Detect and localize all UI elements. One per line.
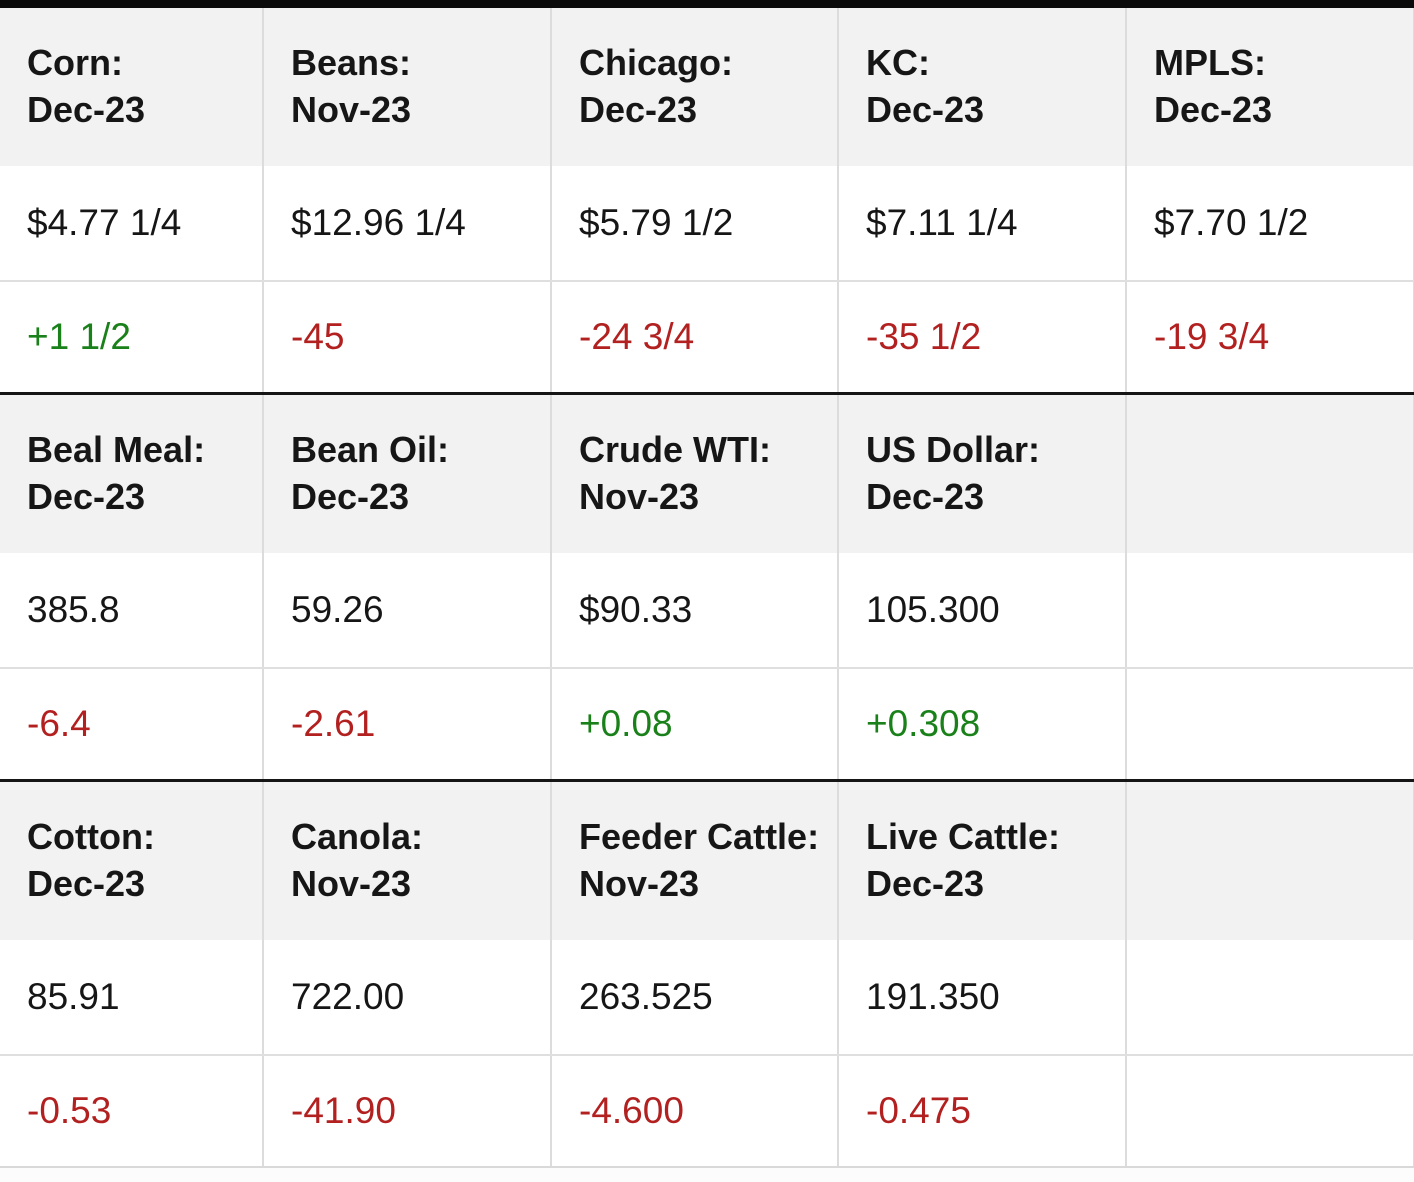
contract-month: Dec-23 [866,89,985,130]
contract-month: Nov-23 [291,89,412,130]
contract-name: MPLS: [1154,42,1266,84]
change-cell: +1 1/2 [0,281,264,394]
contract-month: Nov-23 [579,863,700,904]
contract-month: Dec-23 [27,476,146,517]
change-cell: +0.308 [838,668,1127,781]
contract-month: Dec-23 [579,89,698,130]
contract-name: Live Cattle: [866,816,1061,858]
change-cell: -45 [263,281,552,394]
price-cell [1126,553,1414,669]
contract-month: Dec-23 [27,89,146,130]
change-row: +1 1/2 -45 -24 3/4 -35 1/2 -19 3/4 [0,281,1414,394]
futures-table: Corn: Dec-23 Beans: Nov-23 Chicago: Dec-… [0,8,1414,1168]
contract-name: Crude WTI: [579,429,771,471]
top-divider [0,0,1414,8]
change-row: -0.53 -41.90 -4.600 -0.475 [0,1055,1414,1168]
contract-name: Feeder Cattle: [579,816,820,858]
contract-name: Bean Oil: [291,429,450,471]
contract-header-cell: Canola: Nov-23 [263,779,552,940]
change-cell: -0.475 [838,1055,1127,1168]
contract-month: Dec-23 [27,863,146,904]
price-row: 385.8 59.26 $90.33 105.300 [0,553,1414,669]
header-row: Cotton: Dec-23 Canola: Nov-23 Feeder Cat… [0,779,1414,940]
price-cell: $7.11 1/4 [838,166,1127,282]
contract-header-cell: Beans: Nov-23 [263,8,552,166]
price-cell: 105.300 [838,553,1127,669]
contract-header-cell: Chicago: Dec-23 [551,8,839,166]
change-cell: -6.4 [0,668,264,781]
contract-name: Chicago: [579,42,734,84]
price-cell: 59.26 [263,553,552,669]
change-cell: +0.08 [551,668,839,781]
price-row: $4.77 1/4 $12.96 1/4 $5.79 1/2 $7.11 1/4… [0,166,1414,282]
contract-header-cell: US Dollar: Dec-23 [838,392,1127,553]
contract-name: Canola: [291,816,424,858]
contract-header-cell [1126,392,1414,553]
price-cell: $5.79 1/2 [551,166,839,282]
contract-header-cell: Corn: Dec-23 [0,8,264,166]
contract-name: KC: [866,42,930,84]
change-cell [1126,1055,1414,1168]
change-cell: -35 1/2 [838,281,1127,394]
price-cell: 85.91 [0,940,264,1056]
contract-name: Beal Meal: [27,429,206,471]
contract-header-cell: Feeder Cattle: Nov-23 [551,779,839,940]
change-row: -6.4 -2.61 +0.08 +0.308 [0,668,1414,781]
change-cell: -19 3/4 [1126,281,1414,394]
price-cell [1126,940,1414,1056]
contract-header-cell [1126,779,1414,940]
contract-month: Nov-23 [579,476,700,517]
change-cell: -4.600 [551,1055,839,1168]
price-row: 85.91 722.00 263.525 191.350 [0,940,1414,1056]
contract-header-cell: Live Cattle: Dec-23 [838,779,1127,940]
price-cell: 191.350 [838,940,1127,1056]
contract-month: Dec-23 [866,863,985,904]
contract-name: Cotton: [27,816,155,858]
contract-header-cell: MPLS: Dec-23 [1126,8,1414,166]
contract-month: Dec-23 [291,476,410,517]
price-cell: 722.00 [263,940,552,1056]
price-cell: $90.33 [551,553,839,669]
contract-header-cell: Crude WTI: Nov-23 [551,392,839,553]
change-cell: -2.61 [263,668,552,781]
header-row: Beal Meal: Dec-23 Bean Oil: Dec-23 Crude… [0,392,1414,553]
contract-month: Dec-23 [866,476,985,517]
contract-header-cell: KC: Dec-23 [838,8,1127,166]
price-cell: 385.8 [0,553,264,669]
contract-month: Nov-23 [291,863,412,904]
contract-name: Beans: [291,42,412,84]
contract-header-cell: Bean Oil: Dec-23 [263,392,552,553]
change-cell: -41.90 [263,1055,552,1168]
price-cell: $7.70 1/2 [1126,166,1414,282]
contract-name: US Dollar: [866,429,1041,471]
contract-header-cell: Cotton: Dec-23 [0,779,264,940]
change-cell: -24 3/4 [551,281,839,394]
price-cell: 263.525 [551,940,839,1056]
change-cell [1126,668,1414,781]
header-row: Corn: Dec-23 Beans: Nov-23 Chicago: Dec-… [0,8,1414,166]
contract-month: Dec-23 [1154,89,1273,130]
price-cell: $4.77 1/4 [0,166,264,282]
price-cell: $12.96 1/4 [263,166,552,282]
contract-header-cell: Beal Meal: Dec-23 [0,392,264,553]
change-cell: -0.53 [0,1055,264,1168]
contract-name: Corn: [27,42,123,84]
